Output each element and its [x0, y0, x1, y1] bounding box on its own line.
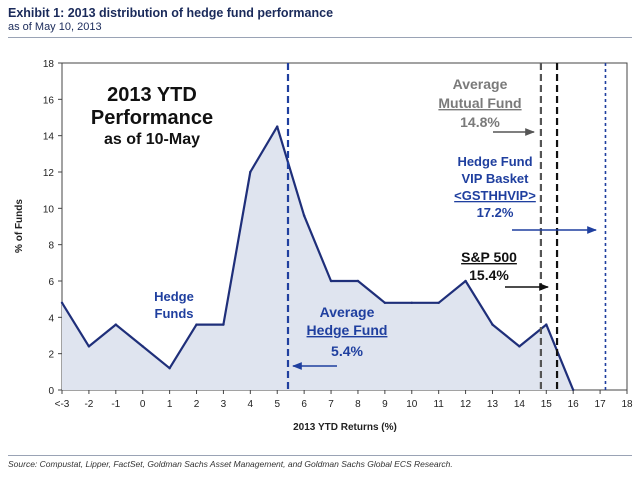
chart-title-line2: Performance [91, 107, 213, 129]
y-tick-label: 18 [43, 59, 55, 70]
x-tick-label: 1 [167, 399, 173, 410]
x-tick-label: 6 [301, 399, 307, 410]
y-tick-label: 10 [43, 204, 55, 215]
x-tick-label: -2 [84, 399, 93, 410]
avg-hedge-fund-label-line1: Average [320, 304, 375, 320]
vip-basket-label-line2: VIP Basket [462, 171, 530, 186]
x-tick-label: 4 [248, 399, 254, 410]
source-note: Source: Compustat, Lipper, FactSet, Gold… [8, 459, 453, 469]
data-point-0 [141, 345, 144, 348]
y-tick-label: 12 [43, 168, 55, 179]
x-tick-label: 12 [460, 399, 472, 410]
x-tick-label: 16 [568, 399, 580, 410]
sp500-label-line1: S&P 500 [461, 249, 517, 265]
avg-mutual-fund-label-line3: 14.8% [460, 114, 500, 130]
data-point-9 [383, 301, 387, 304]
x-tick-label: 10 [406, 399, 418, 410]
data-point-6 [302, 214, 306, 217]
y-tick-label: 2 [48, 350, 54, 361]
bottom-rule [8, 455, 632, 456]
data-point-12 [464, 279, 467, 283]
x-tick-label: -1 [111, 399, 120, 410]
x-tick-label: 8 [355, 399, 361, 410]
data-point-1 [168, 367, 171, 370]
x-tick-label: 17 [595, 399, 607, 410]
y-tick-label: 0 [48, 386, 54, 397]
x-tick-label: 0 [140, 399, 146, 410]
x-axis-title: 2013 YTD Returns (%) [293, 422, 397, 433]
data-point-11 [437, 301, 440, 304]
avg-hedge-fund-label-line3: 5.4% [331, 343, 363, 359]
chart-title-line1: 2013 YTD [107, 84, 197, 106]
x-tick-label: 3 [221, 399, 227, 410]
x-tick-label: 13 [487, 399, 499, 410]
y-tick-label: 6 [48, 277, 54, 288]
data-point-14 [518, 345, 521, 348]
x-tick-label: 14 [514, 399, 526, 410]
data-point-2 [195, 323, 198, 326]
data-point-10 [410, 301, 413, 304]
series-area-fill [62, 126, 574, 390]
vip-basket-label-line3: <GSTHHVIP> [454, 188, 536, 203]
hedge-funds-label-line1: Hedge [154, 289, 194, 304]
data-point-5 [276, 125, 279, 128]
data-point-15 [545, 323, 548, 326]
x-tick-label: 5 [274, 399, 280, 410]
sp500-label-line2: 15.4% [469, 267, 509, 283]
x-tick-label: 7 [328, 399, 334, 410]
data-point--1 [114, 323, 118, 326]
vip-basket-label-line1: Hedge Fund [457, 154, 532, 169]
data-point-4 [249, 170, 252, 174]
vip-basket-label-line4: 17.2% [477, 205, 514, 220]
x-tick-label: 2 [194, 399, 200, 410]
hedge-funds-label-line2: Funds [155, 306, 194, 321]
y-tick-label: 8 [48, 241, 54, 252]
chart-title-line3: as of 10-May [104, 131, 200, 148]
y-tick-label: 16 [43, 95, 55, 106]
x-tick-label: 15 [541, 399, 553, 410]
data-point--3 [60, 301, 64, 304]
x-tick-label: 11 [433, 399, 444, 410]
data-point-7 [329, 279, 333, 283]
y-axis-title: % of Funds [14, 199, 25, 253]
data-point--2 [87, 345, 91, 348]
x-tick-label: 9 [382, 399, 388, 410]
exhibit-title: Exhibit 1: 2013 distribution of hedge fu… [8, 6, 334, 20]
avg-mutual-fund-label-line2: Mutual Fund [438, 95, 521, 111]
avg-hedge-fund-label-line2: Hedge Fund [307, 322, 388, 338]
exhibit-subtitle: as of May 10, 2013 [8, 21, 102, 33]
data-point-8 [356, 279, 360, 283]
x-tick-label: <-3 [55, 399, 70, 410]
data-point-3 [222, 323, 225, 326]
avg-mutual-fund-label-line1: Average [453, 76, 508, 92]
series-line [61, 125, 575, 391]
y-tick-label: 4 [48, 313, 54, 324]
x-tick-label: 18 [621, 399, 633, 410]
top-rule [8, 37, 632, 38]
data-point-13 [491, 323, 494, 326]
y-tick-label: 14 [43, 132, 55, 143]
